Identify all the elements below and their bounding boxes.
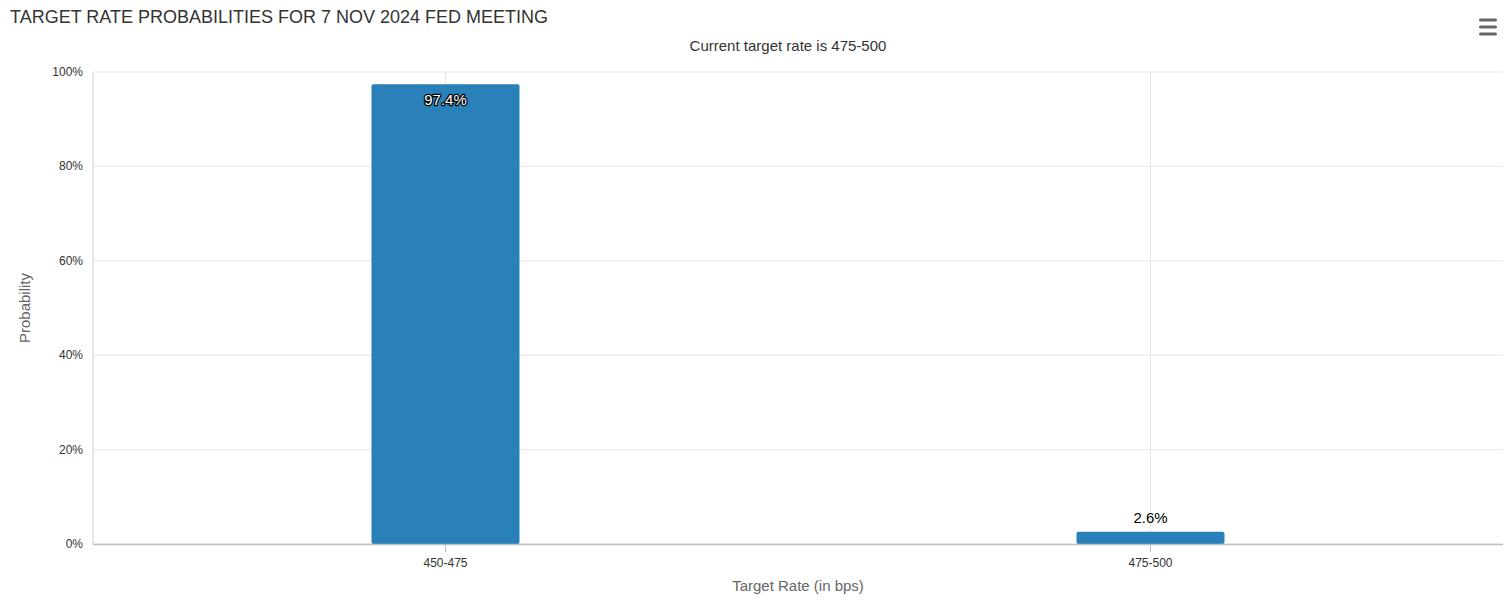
menu-icon[interactable] (1479, 19, 1497, 36)
x-tick (445, 544, 446, 552)
y-tick-label: 100% (52, 65, 83, 79)
x-axis-title: Target Rate (in bps) (732, 577, 864, 594)
y-tick-label: 40% (59, 348, 83, 362)
x-tick (1150, 544, 1151, 552)
x-tick-label: 450-475 (423, 556, 467, 570)
y-tick-label: 0% (66, 537, 84, 551)
y-grid-line (93, 449, 1503, 450)
chart-container: TARGET RATE PROBABILITIES FOR 7 NOV 2024… (0, 0, 1511, 613)
chart-svg: TARGET RATE PROBABILITIES FOR 7 NOV 2024… (0, 0, 1511, 613)
x-axis-line (93, 544, 1503, 546)
y-tick-label: 20% (59, 443, 83, 457)
y-axis-line (93, 72, 94, 544)
y-grid-line (93, 166, 1503, 167)
y-tick-label: 80% (59, 159, 83, 173)
y-grid-line (93, 355, 1503, 356)
bars (372, 84, 1225, 544)
title: TARGET RATE PROBABILITIES FOR 7 NOV 2024… (10, 7, 548, 27)
bar[interactable] (372, 84, 520, 544)
x-grid-line (1150, 72, 1151, 544)
y-grid-line (93, 544, 1503, 545)
menu-bar[interactable] (1479, 26, 1497, 29)
y-axis-title: Probability (16, 272, 33, 343)
menu-bar[interactable] (1479, 19, 1497, 22)
y-tick-label: 60% (59, 254, 83, 268)
x-tick-label: 475-500 (1128, 556, 1172, 570)
data-label: 2.6% (1133, 509, 1167, 526)
subtitle: Current target rate is 475-500 (690, 37, 887, 54)
bar[interactable] (1077, 532, 1225, 544)
y-grid-line (93, 260, 1503, 261)
data-label: 97.4% (424, 91, 467, 108)
y-grid-line (93, 72, 1503, 73)
menu-bar[interactable] (1479, 33, 1497, 36)
